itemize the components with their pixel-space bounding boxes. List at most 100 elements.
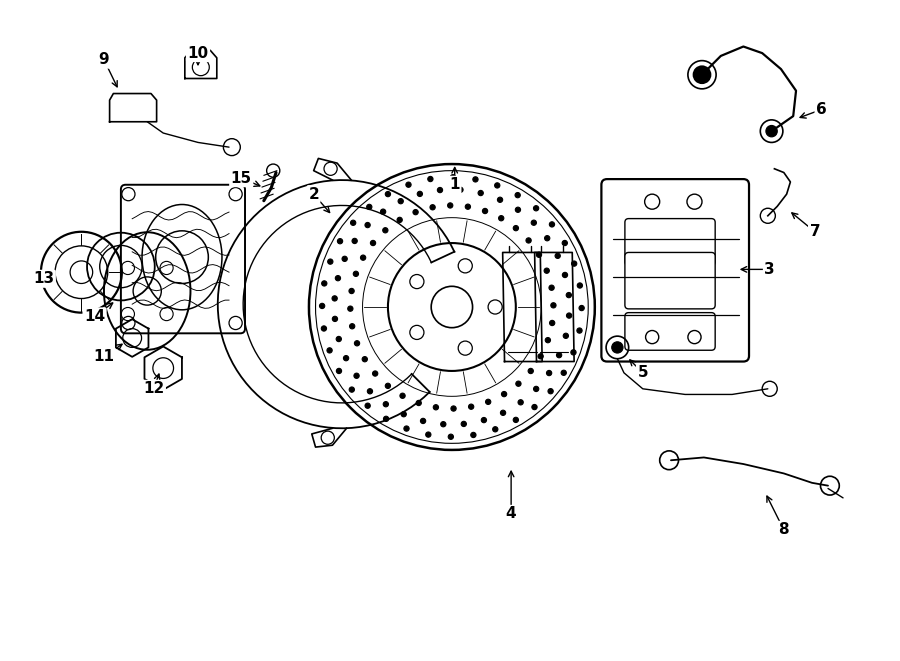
Circle shape: [327, 348, 332, 353]
Text: 12: 12: [143, 381, 165, 397]
Circle shape: [320, 303, 325, 309]
Circle shape: [562, 272, 568, 278]
Circle shape: [416, 401, 421, 406]
Circle shape: [430, 205, 436, 210]
Circle shape: [536, 252, 542, 257]
Circle shape: [344, 356, 348, 361]
Circle shape: [337, 368, 342, 373]
Circle shape: [336, 276, 340, 281]
Circle shape: [556, 352, 562, 358]
Circle shape: [366, 204, 372, 210]
Circle shape: [383, 402, 389, 407]
Circle shape: [447, 203, 453, 208]
Circle shape: [383, 416, 389, 422]
Circle shape: [566, 313, 572, 318]
Circle shape: [365, 223, 370, 227]
Text: 14: 14: [84, 309, 105, 324]
Text: 6: 6: [816, 102, 827, 117]
Circle shape: [538, 354, 544, 359]
Text: 11: 11: [94, 349, 114, 364]
Circle shape: [694, 66, 710, 83]
Circle shape: [550, 321, 554, 326]
Circle shape: [371, 241, 375, 246]
Circle shape: [516, 381, 521, 386]
Circle shape: [451, 406, 456, 411]
Circle shape: [518, 400, 523, 405]
Text: 5: 5: [637, 366, 648, 380]
Text: 3: 3: [764, 262, 775, 277]
Circle shape: [420, 418, 426, 424]
Circle shape: [349, 387, 355, 392]
Circle shape: [498, 197, 503, 202]
Circle shape: [485, 399, 490, 405]
Circle shape: [355, 340, 360, 346]
Circle shape: [332, 316, 338, 321]
Circle shape: [450, 175, 455, 180]
Text: 10: 10: [187, 46, 209, 61]
Circle shape: [347, 306, 353, 311]
Circle shape: [534, 386, 539, 391]
Circle shape: [544, 268, 549, 274]
Circle shape: [398, 198, 403, 204]
Circle shape: [385, 192, 391, 197]
Circle shape: [546, 370, 552, 375]
Circle shape: [531, 220, 536, 225]
Text: 13: 13: [33, 271, 54, 286]
Circle shape: [571, 350, 576, 355]
Circle shape: [328, 259, 333, 264]
Circle shape: [418, 191, 422, 196]
Circle shape: [579, 305, 584, 311]
Circle shape: [572, 261, 577, 266]
Circle shape: [321, 326, 327, 331]
Circle shape: [461, 421, 466, 426]
Text: 1: 1: [449, 177, 460, 192]
Circle shape: [469, 404, 473, 409]
Circle shape: [471, 432, 476, 438]
Circle shape: [385, 383, 391, 389]
Circle shape: [555, 253, 561, 258]
Circle shape: [566, 292, 572, 297]
FancyBboxPatch shape: [625, 219, 716, 266]
Circle shape: [354, 271, 358, 276]
Circle shape: [478, 190, 483, 196]
Circle shape: [349, 288, 355, 293]
Circle shape: [526, 238, 531, 243]
Circle shape: [400, 393, 405, 399]
Circle shape: [465, 204, 471, 210]
Circle shape: [349, 324, 355, 329]
Circle shape: [513, 417, 518, 422]
Text: 2: 2: [309, 186, 319, 202]
Circle shape: [549, 285, 554, 290]
Circle shape: [381, 209, 386, 214]
Circle shape: [448, 434, 454, 440]
Circle shape: [426, 432, 431, 437]
Circle shape: [548, 389, 554, 394]
Circle shape: [532, 405, 537, 410]
Circle shape: [401, 412, 406, 417]
Text: 4: 4: [506, 506, 517, 522]
Circle shape: [433, 405, 438, 410]
Circle shape: [563, 333, 569, 338]
Circle shape: [342, 256, 347, 262]
FancyBboxPatch shape: [625, 313, 716, 350]
Circle shape: [513, 225, 518, 231]
Text: 9: 9: [99, 52, 109, 67]
Circle shape: [766, 126, 778, 137]
Circle shape: [321, 281, 327, 286]
Circle shape: [458, 187, 464, 192]
Text: 8: 8: [778, 522, 789, 537]
Circle shape: [549, 221, 554, 227]
Circle shape: [332, 295, 338, 301]
Circle shape: [367, 389, 373, 394]
Circle shape: [544, 235, 550, 241]
Circle shape: [441, 422, 446, 427]
Circle shape: [534, 206, 539, 211]
Circle shape: [562, 241, 567, 246]
Circle shape: [500, 410, 506, 416]
Circle shape: [516, 207, 520, 212]
Circle shape: [413, 210, 418, 215]
Circle shape: [515, 192, 520, 198]
Circle shape: [428, 176, 433, 182]
Circle shape: [397, 217, 402, 223]
Circle shape: [472, 176, 478, 182]
